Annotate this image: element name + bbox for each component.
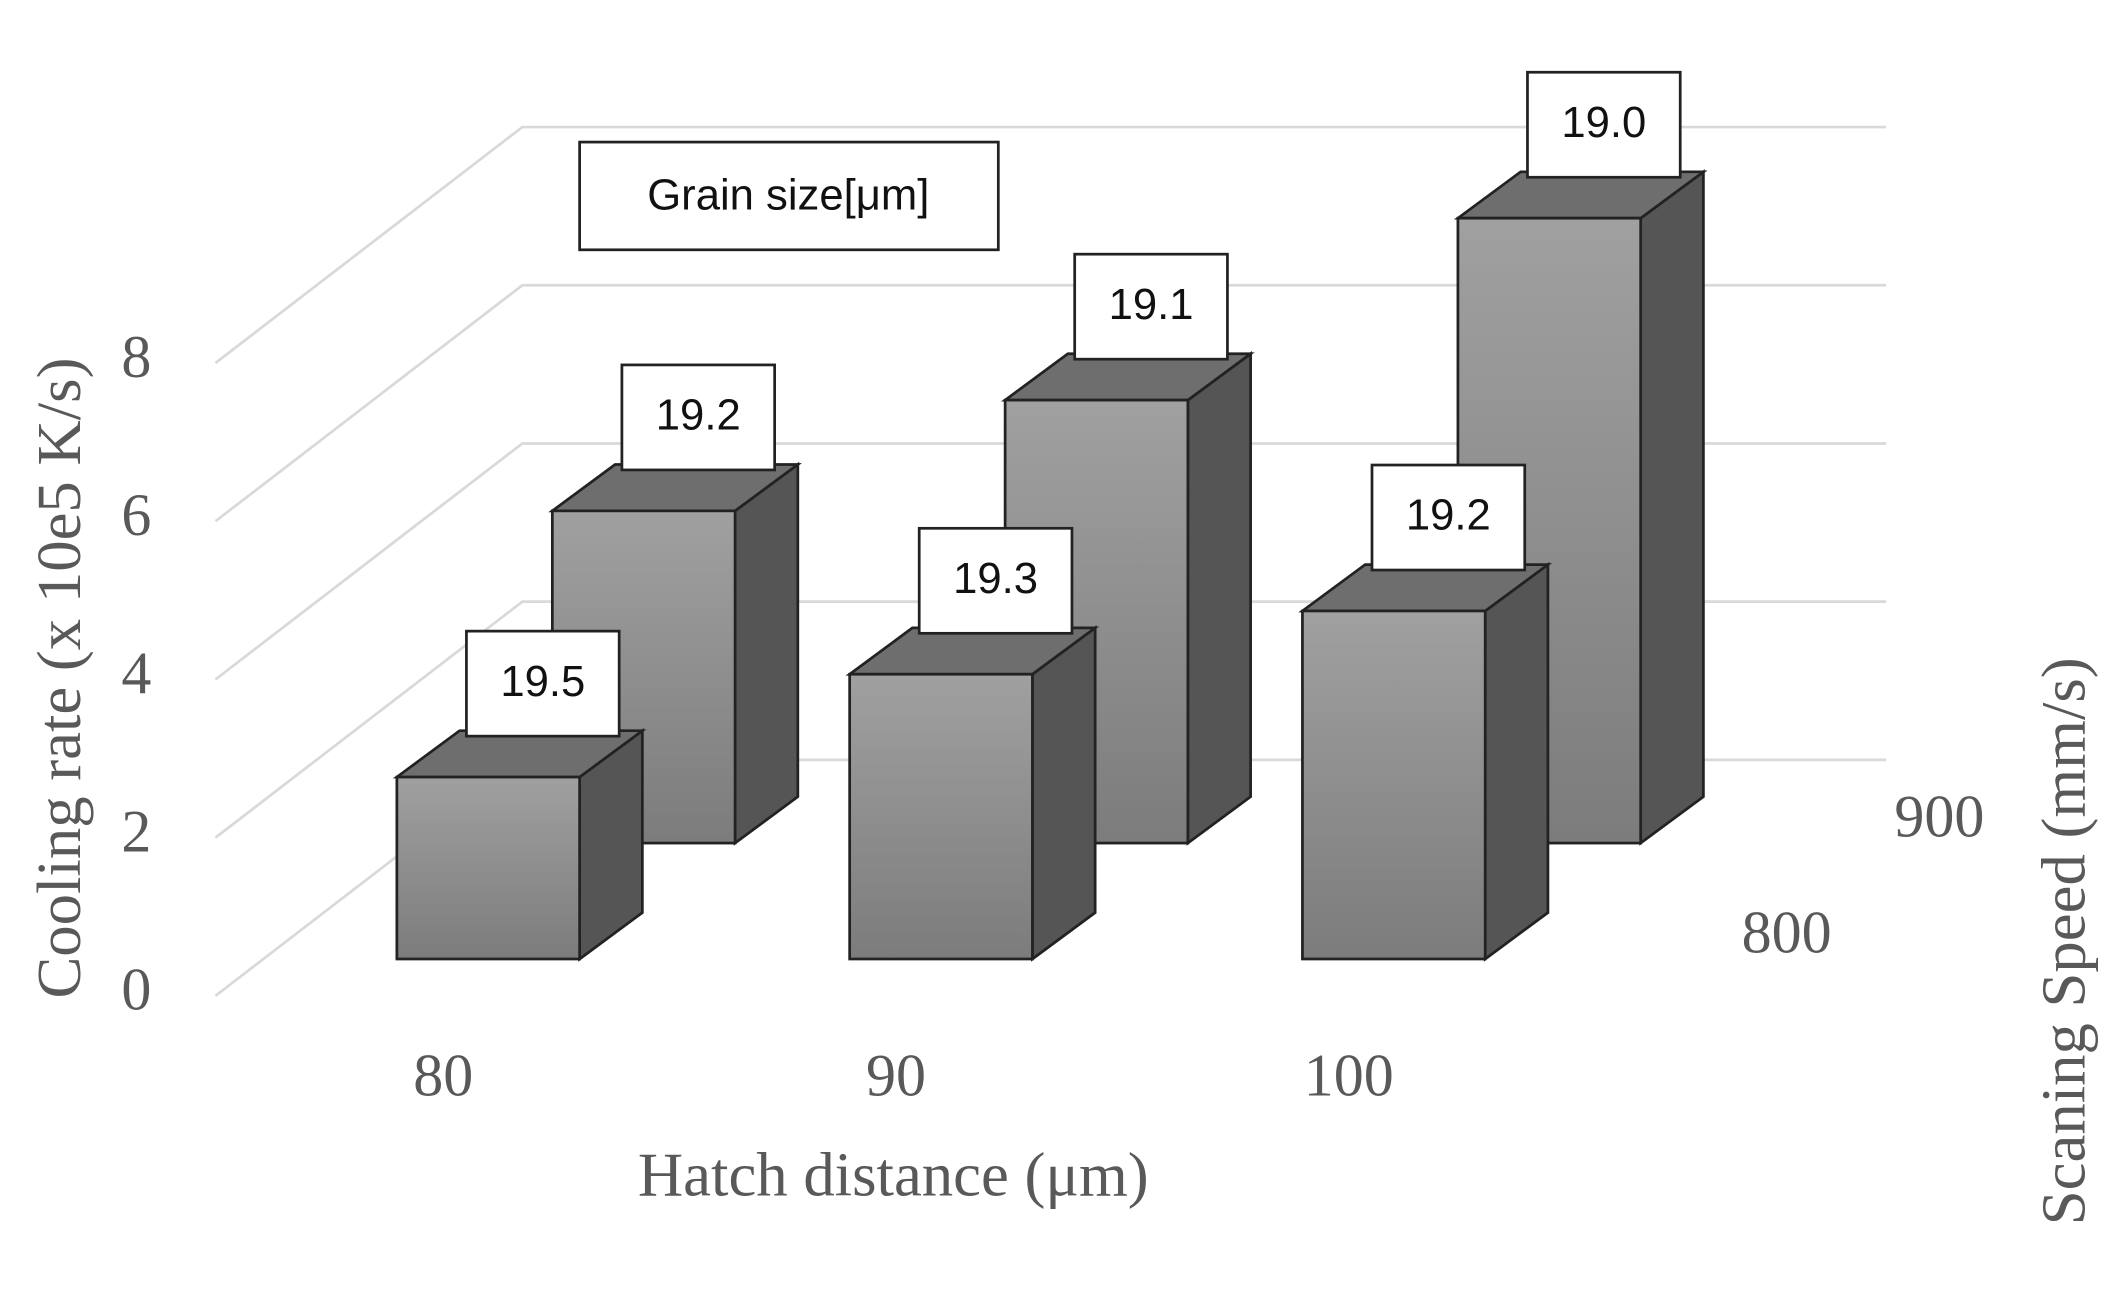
series-label: 900 xyxy=(1894,783,1984,849)
grain-size-box xyxy=(620,363,777,472)
grain-size-label: 19.5 xyxy=(500,657,585,706)
bar xyxy=(848,672,1034,961)
grain-size-label: 19.0 xyxy=(1561,98,1646,147)
grain-size-label: 19.3 xyxy=(953,554,1038,603)
grain-size-label: 19.1 xyxy=(1109,280,1194,329)
grain-size-box xyxy=(1073,252,1229,361)
bar-side xyxy=(1186,351,1252,846)
y-tick-label: 2 xyxy=(121,798,151,864)
y-axis-title: Cooling rate (x 10e5 K/s) xyxy=(24,358,94,999)
y-tick-label: 6 xyxy=(121,482,151,548)
grain-size-box xyxy=(1370,463,1527,572)
grain-size-box xyxy=(917,526,1074,635)
y-tick-label: 8 xyxy=(121,324,151,390)
bar xyxy=(1301,609,1487,961)
bar xyxy=(395,775,581,961)
z-axis-title: Scaning Speed (mm/s) xyxy=(2029,657,2099,1225)
grain-size-title: Grain size[μm] xyxy=(647,171,929,220)
series-label: 800 xyxy=(1742,899,1832,965)
x-tick-label: 90 xyxy=(866,1043,926,1109)
grid-line xyxy=(214,442,1887,681)
grain-size-box xyxy=(465,629,621,738)
grid-line xyxy=(214,125,1887,365)
grid-line xyxy=(214,283,1887,523)
bar-side xyxy=(1483,561,1550,962)
y-tick-label: 0 xyxy=(121,957,151,1023)
bar-side xyxy=(733,461,800,846)
x-axis-title: Hatch distance (μm) xyxy=(638,1140,1149,1210)
grain-size-box xyxy=(1526,70,1682,179)
x-tick-label: 80 xyxy=(413,1043,473,1109)
grid: 0 2 4 6 8 xyxy=(121,125,1887,1023)
grain-size-label: 19.2 xyxy=(1406,491,1491,540)
grain-size-box xyxy=(578,140,1000,252)
bars xyxy=(392,169,1708,962)
x-tick-label: 100 xyxy=(1304,1043,1394,1109)
grain-size-label: 19.2 xyxy=(656,391,741,440)
labels: 80 90 100 900 19.2 19.1 19.0 800 19.5 19.3 19.2 xyxy=(413,70,1984,1109)
y-tick-label: 4 xyxy=(121,640,151,706)
bar-side xyxy=(1639,169,1705,846)
bar-side xyxy=(1031,625,1097,962)
